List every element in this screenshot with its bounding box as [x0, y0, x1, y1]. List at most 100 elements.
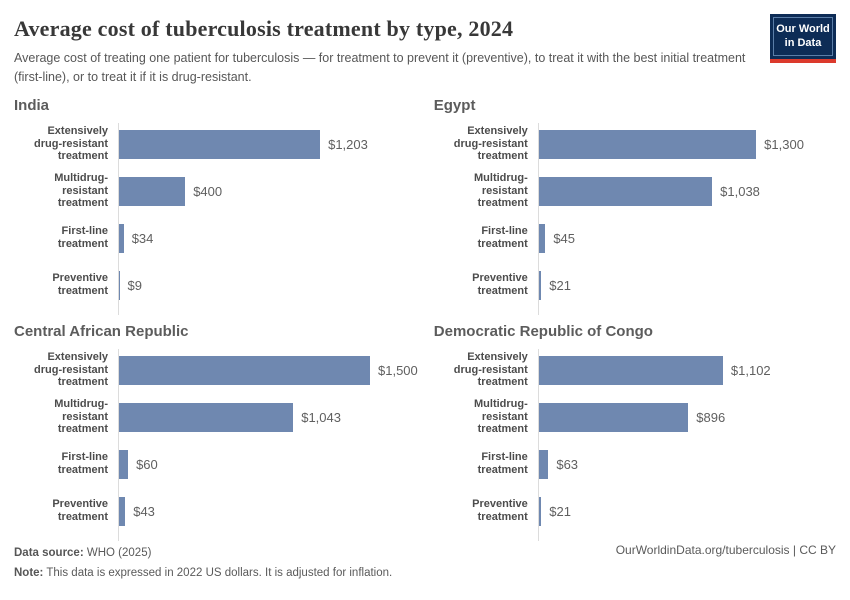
bar-row: Preventive treatment $43: [14, 488, 418, 535]
bar[interactable]: [537, 223, 546, 253]
bar[interactable]: [118, 355, 370, 385]
bar[interactable]: [537, 270, 542, 300]
bar[interactable]: [118, 496, 126, 526]
panel-plot-area: Extensively drug-resistant treatment $1,102…: [434, 347, 836, 541]
bar-cell: $60: [118, 449, 418, 479]
value-label: $63: [556, 456, 579, 472]
category-label: First-line treatment: [57, 225, 108, 250]
chart-footer: Data source: WHO (2025) Note: This data …: [14, 537, 836, 600]
chart-header: Average cost of tuberculosis treatment b…: [14, 14, 836, 87]
bar-row: First-line treatment $63: [434, 441, 836, 488]
bar-cell: $400: [118, 176, 418, 206]
value-label: $1,500: [378, 362, 418, 378]
panel-plot-area: Extensively drug-resistant treatment $1,203…: [14, 121, 418, 315]
value-label: $21: [549, 277, 571, 293]
bar[interactable]: [118, 129, 321, 159]
value-label: $1,300: [764, 136, 804, 152]
bar-row: First-line treatment $34: [14, 215, 418, 262]
note-value: This data is expressed in 2022 US dollar…: [46, 567, 393, 580]
value-label: $60: [136, 456, 158, 472]
owid-logo-box: Our World in Data: [770, 14, 836, 59]
bar-row: Preventive treatment $9: [14, 262, 418, 309]
category-label: First-line treatment: [57, 451, 108, 476]
panel-1: Egypt Extensively drug-resistant treatment $…: [433, 96, 836, 315]
bar-row: Multidrug-resistant treatment $1,043: [14, 394, 418, 441]
value-label: $21: [549, 503, 571, 519]
bar-cell: $1,500: [118, 355, 418, 385]
bar-cell: $896: [537, 402, 836, 432]
value-label: $9: [127, 277, 142, 293]
value-label: $1,043: [301, 409, 341, 425]
y-axis-line: [118, 122, 119, 315]
bar-cell: $1,300: [537, 129, 836, 159]
bar-row: First-line treatment $45: [434, 215, 836, 262]
value-label: $400: [193, 183, 223, 199]
category-label: Preventive treatment: [52, 272, 108, 297]
panel-title: Central African Republic: [14, 322, 189, 340]
value-label: $45: [553, 230, 576, 246]
panel-2: Central African Republic Extensively drug-…: [14, 322, 418, 541]
footer-notes: Data source: WHO (2025) Note: This data …: [14, 543, 392, 584]
bar-cell: $45: [537, 223, 836, 253]
bar[interactable]: [537, 176, 713, 206]
bar-cell: $34: [118, 223, 418, 253]
title-block: Average cost of tuberculosis treatment b…: [14, 14, 754, 87]
note-line: Note: This data is expressed in 2022 US …: [14, 563, 392, 584]
bar[interactable]: [537, 355, 723, 385]
bar[interactable]: [118, 402, 294, 432]
category-label: First-line treatment: [477, 451, 528, 476]
panel-0: India Extensively drug-resistant treatment $…: [14, 96, 418, 315]
y-axis-line: [537, 122, 539, 315]
chart-subtitle: Average cost of treating one patient for…: [14, 51, 746, 84]
value-label: $1,203: [328, 136, 368, 152]
bar[interactable]: [537, 449, 549, 479]
category-label: Multidrug-resistant treatment: [54, 171, 108, 210]
owid-logo[interactable]: Our World in Data: [770, 14, 836, 63]
bar-cell: $63: [537, 449, 836, 479]
panel-plot-area: Extensively drug-resistant treatment $1,300…: [434, 121, 836, 315]
bar[interactable]: [537, 402, 689, 432]
y-axis-line: [537, 348, 539, 541]
bar[interactable]: [118, 223, 124, 253]
bar-row: Multidrug-resistant treatment $400: [14, 168, 418, 215]
category-label: Extensively drug-resistant treatment: [453, 124, 528, 163]
bar-cell: $1,203: [118, 129, 418, 159]
bar-row: Extensively drug-resistant treatment $1,203: [14, 121, 418, 168]
category-label: Preventive treatment: [472, 498, 528, 523]
note-label: Note:: [14, 567, 44, 580]
bar-cell: $1,043: [118, 402, 418, 432]
y-axis-line: [118, 348, 119, 541]
footer-link[interactable]: OurWorldinData.org/tuberculosis | CC BY: [615, 542, 836, 557]
bar[interactable]: [537, 496, 542, 526]
category-label: Multidrug-resistant treatment: [474, 171, 528, 210]
category-label: First-line treatment: [477, 225, 528, 250]
category-label: Preventive treatment: [52, 498, 108, 523]
value-label: $43: [133, 503, 155, 519]
bar-row: First-line treatment $60: [14, 441, 418, 488]
bar[interactable]: [118, 176, 186, 206]
bar-cell: $1,102: [537, 355, 836, 385]
panel-title: India: [14, 96, 50, 114]
data-source-label: Data source:: [14, 546, 84, 559]
page-title: Average cost of tuberculosis treatment b…: [14, 16, 514, 41]
category-label: Preventive treatment: [472, 272, 528, 297]
value-label: $896: [696, 409, 726, 425]
owid-logo-red-bar: [770, 58, 836, 63]
bar-row: Multidrug-resistant treatment $896: [434, 394, 836, 441]
bar-row: Preventive treatment $21: [434, 262, 836, 309]
bar-row: Extensively drug-resistant treatment $1,102: [434, 347, 836, 394]
value-label: $1,038: [720, 183, 760, 199]
bar-cell: $43: [118, 496, 418, 526]
panel-plot-area: Extensively drug-resistant treatment $1,500…: [14, 347, 418, 541]
category-label: Extensively drug-resistant treatment: [34, 350, 108, 389]
panel-title: Egypt: [433, 96, 476, 114]
bar-row: Extensively drug-resistant treatment $1,300: [434, 121, 836, 168]
value-label: $34: [131, 230, 154, 246]
category-label: Multidrug-resistant treatment: [474, 397, 528, 436]
bar-cell: $1,038: [537, 176, 836, 206]
category-label: Extensively drug-resistant treatment: [453, 350, 528, 389]
bar-row: Multidrug-resistant treatment $1,038: [434, 168, 836, 215]
bar[interactable]: [537, 129, 757, 159]
bar-row: Preventive treatment $21: [434, 488, 836, 535]
bar[interactable]: [118, 449, 129, 479]
